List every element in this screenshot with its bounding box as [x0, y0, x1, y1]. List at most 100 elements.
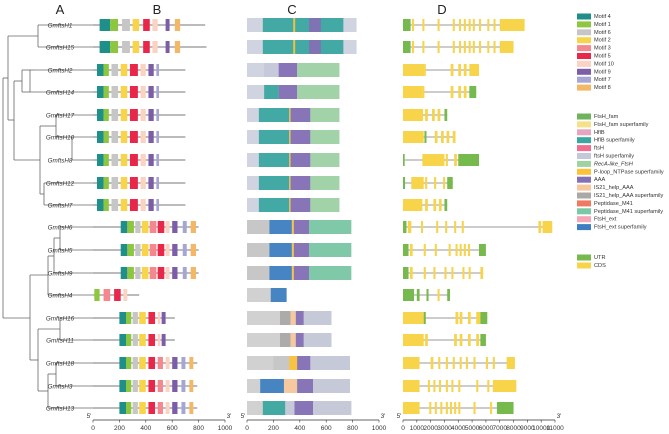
exon-box	[437, 19, 440, 31]
motif-box	[96, 199, 104, 211]
motif-box	[148, 86, 154, 98]
exon-box	[425, 199, 428, 211]
domain-box	[290, 153, 311, 167]
exon-box	[463, 244, 466, 256]
exon-box	[445, 154, 448, 166]
legend-swatch	[577, 129, 591, 136]
exon-box	[445, 357, 448, 369]
exon-box	[438, 199, 442, 211]
exon-box	[452, 19, 455, 31]
exon-box	[424, 131, 427, 143]
exon-box	[403, 19, 411, 31]
axis-c-tick-label: 200	[268, 425, 279, 432]
panel-label-b: B	[153, 2, 162, 17]
motif-box	[165, 19, 170, 31]
motif-box	[165, 244, 170, 256]
motif-box	[94, 289, 100, 301]
axis-d-tick-label: 4000	[451, 425, 466, 432]
legend: Motif 4 Motif 1 Motif 6 Motif 2 Motif 3 Motif…	[577, 13, 664, 269]
domain-box	[258, 130, 290, 144]
motif-box	[148, 402, 156, 414]
exon-box	[425, 109, 428, 121]
motif-box	[189, 380, 194, 392]
motif-box	[96, 86, 104, 98]
exon-box	[465, 357, 468, 369]
domain-box	[293, 220, 310, 234]
motif-box	[148, 380, 156, 392]
motif-box	[119, 334, 126, 346]
motif-box	[126, 402, 132, 414]
legend-swatch	[577, 224, 591, 231]
domain-box	[278, 63, 298, 77]
motif-box	[126, 357, 132, 369]
exon-box	[403, 64, 425, 76]
motif-box	[152, 41, 158, 53]
exon-box	[425, 177, 428, 189]
legend-label: Motif 10	[594, 61, 614, 67]
exon-box	[441, 131, 444, 143]
motif-box	[157, 221, 165, 233]
domain-box	[309, 220, 352, 234]
motif-box	[132, 19, 140, 31]
exon-box	[422, 19, 425, 31]
domain-box	[297, 63, 340, 77]
domain-box	[291, 266, 294, 280]
motif-box	[111, 64, 119, 76]
exon-box	[476, 312, 481, 324]
exon-box	[454, 402, 457, 414]
domain-box	[269, 220, 292, 234]
axis-d-tick-label: 8000	[506, 425, 521, 432]
exon-box	[440, 402, 443, 414]
gene-label: GmftsH5	[48, 248, 73, 255]
legend-swatch	[577, 60, 591, 67]
exon-box	[403, 154, 405, 166]
exon-box	[467, 244, 471, 256]
exon-box	[423, 267, 426, 279]
domain-box	[289, 176, 291, 190]
exon-box	[473, 402, 476, 414]
domain-box	[310, 198, 340, 212]
legend-label: P-loop_NTPase superfamily	[594, 169, 664, 175]
gene-label: GmftsH7	[48, 203, 73, 210]
motif-box	[99, 41, 111, 53]
domain-box	[290, 333, 296, 347]
domain-box	[289, 130, 291, 144]
domain-box	[269, 266, 292, 280]
exon-box	[447, 177, 453, 189]
motif-box	[156, 199, 159, 211]
legend-swatch	[577, 76, 591, 83]
exon-box	[487, 380, 490, 392]
exon-box	[490, 402, 493, 414]
exon-box	[480, 334, 486, 346]
motif-box	[126, 380, 132, 392]
exon-box	[473, 357, 476, 369]
legend-swatch	[577, 200, 591, 207]
motif-box	[120, 267, 128, 279]
exon-box	[430, 357, 434, 369]
exon-box	[492, 380, 517, 392]
motif-box	[149, 244, 157, 256]
motif-box	[135, 221, 141, 233]
exon-box	[462, 267, 465, 279]
domain-box	[297, 85, 340, 99]
exon-box	[469, 86, 477, 98]
motif-box	[103, 86, 109, 98]
motif-box	[135, 244, 141, 256]
legend-label: Motif 7	[594, 77, 611, 83]
exon-box	[472, 19, 475, 31]
motif-box	[148, 357, 156, 369]
exon-box	[449, 402, 453, 414]
exon-box	[492, 357, 495, 369]
gene-label: GmftsH10	[46, 135, 75, 142]
motif-box	[172, 221, 178, 233]
exon-box	[403, 109, 424, 121]
motif-box	[120, 131, 128, 143]
domain-box	[258, 198, 290, 212]
domain-box	[310, 130, 340, 144]
exon-box	[467, 312, 471, 324]
legend-label: FtsH_ext	[594, 217, 617, 223]
exon-box	[487, 41, 490, 53]
motif-box	[132, 402, 138, 414]
exon-box	[459, 357, 462, 369]
domain-box	[295, 333, 304, 347]
